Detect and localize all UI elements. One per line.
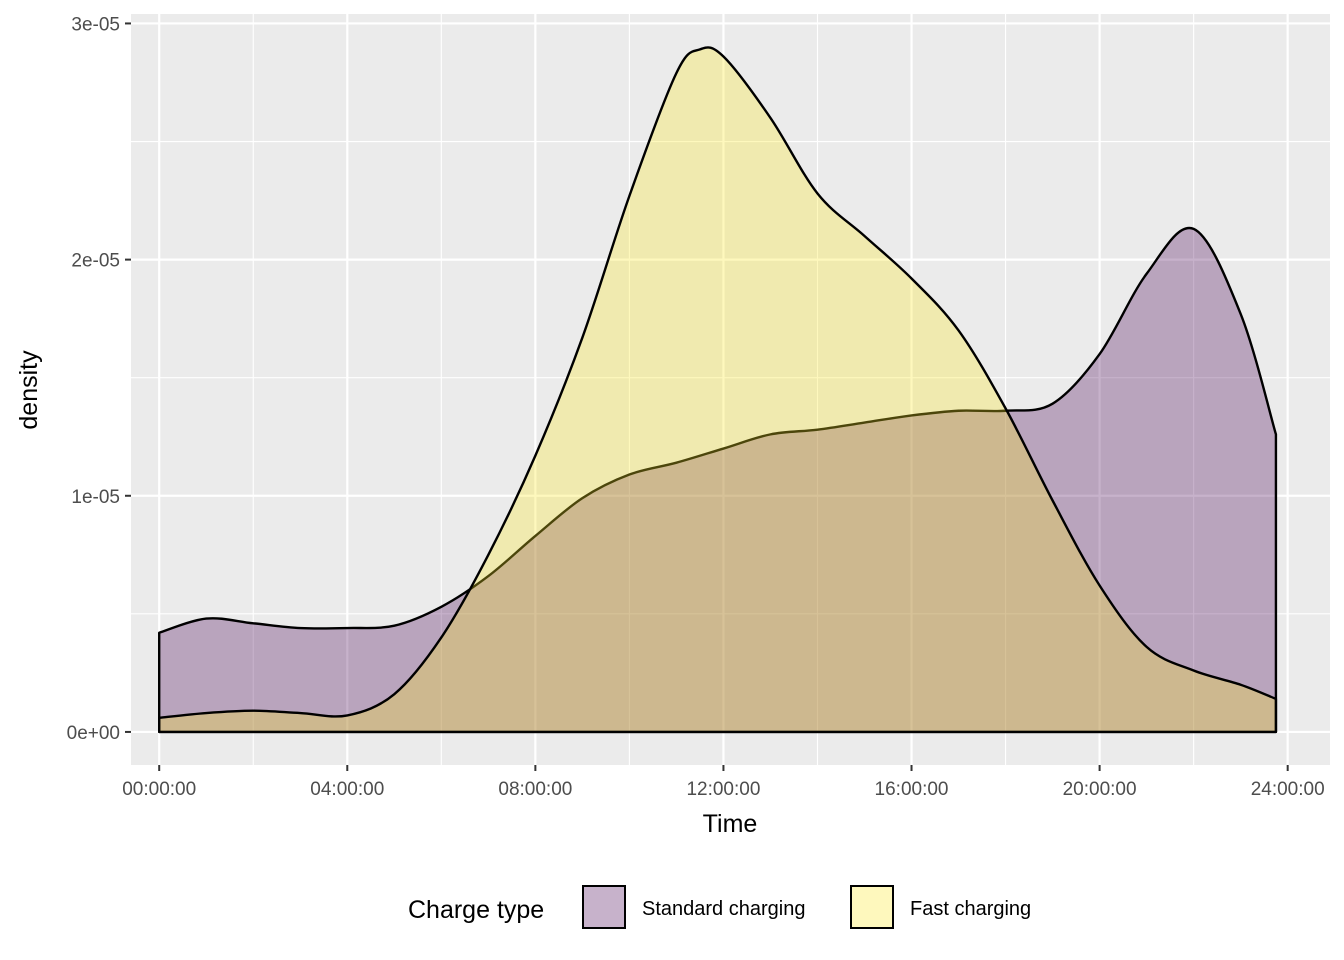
legend-key-standard-charging — [582, 885, 626, 929]
plot-panel — [131, 14, 1330, 765]
legend: Charge type Standard charging Fast charg… — [408, 885, 1031, 929]
y-axis-title: density — [15, 350, 43, 430]
legend-label-fast-charging: Fast charging — [910, 898, 1031, 920]
y-tick-label: 1e-05 — [71, 487, 120, 508]
x-tick-label: 20:00:00 — [1063, 779, 1137, 800]
x-tick-label: 16:00:00 — [875, 779, 949, 800]
y-axis: 0e+00 1e-05 2e-05 3e-05 — [67, 14, 131, 744]
legend-key-fast-charging — [850, 885, 894, 929]
x-tick-label: 12:00:00 — [686, 779, 760, 800]
x-axis: 00:00:00 04:00:00 08:00:00 12:00:00 16:00:00… — [122, 765, 1325, 800]
x-axis-title: Time — [703, 810, 758, 838]
x-tick-label: 00:00:00 — [122, 779, 196, 800]
density-area-fast-charging — [158, 46, 1278, 734]
density-area-standard-charging — [158, 226, 1278, 734]
x-tick-label: 04:00:00 — [310, 779, 384, 800]
y-tick-label: 2e-05 — [71, 251, 120, 272]
legend-title: Charge type — [408, 896, 544, 924]
density-areas — [158, 46, 1278, 734]
legend-label-standard-charging: Standard charging — [642, 898, 805, 920]
minor-gridlines — [131, 14, 1330, 765]
y-tick-label: 3e-05 — [71, 14, 120, 35]
x-tick-label: 24:00:00 — [1251, 779, 1325, 800]
y-tick-label: 0e+00 — [67, 723, 120, 744]
x-tick-label: 08:00:00 — [498, 779, 572, 800]
